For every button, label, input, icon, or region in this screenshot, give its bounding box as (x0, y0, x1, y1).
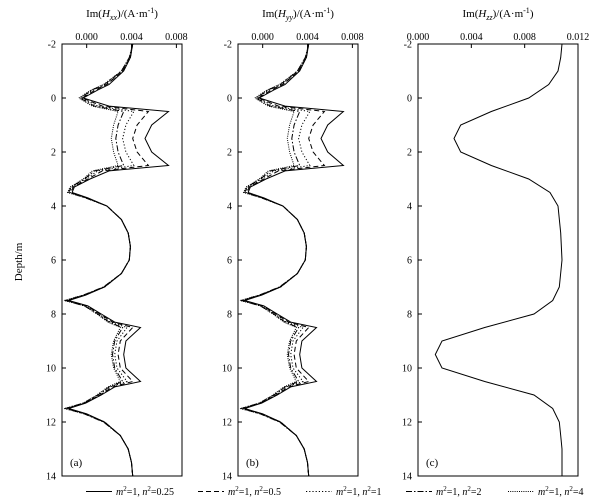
panel-label: (c) (426, 457, 439, 469)
y-tick-label: 12 (222, 418, 232, 429)
y-tick-label: 10 (402, 364, 412, 375)
y-tick-label: 2 (407, 148, 412, 159)
x-tick-label: 0.012 (567, 32, 590, 43)
panel-title: Im(Hxx)/(A·m-1) (86, 6, 158, 22)
panel-title: Im(Hzz)/(A·m-1) (463, 6, 534, 22)
plot-frame (237, 43, 359, 477)
y-tick-label: 14 (402, 472, 412, 483)
y-tick-label: 4 (51, 202, 56, 213)
y-tick-label: 12 (402, 418, 412, 429)
x-tick-label: 0.004 (460, 32, 483, 43)
y-tick-label: 10 (222, 364, 232, 375)
legend-label: m2=1, n2=1 (336, 485, 382, 498)
legend: m2=1, n2=0.25 m2=1, n2=0.5 m2=1, n2=1 m2=1,… (86, 485, 584, 498)
y-tick-label: -2 (224, 40, 232, 51)
panel-label: (a) (70, 457, 83, 469)
panel-title: Im(Hyy)/(A·m-1) (262, 6, 334, 22)
y-tick-label: 10 (46, 364, 56, 375)
legend-item: m2=1, n2=2 (406, 485, 482, 498)
y-tick-label: 8 (407, 310, 412, 321)
plot-frame (61, 43, 183, 477)
y-tick-label: 0 (407, 94, 412, 105)
series-line (239, 43, 310, 477)
series-line (242, 43, 345, 477)
y-tick-label: 0 (227, 94, 232, 105)
panel-label: (b) (246, 457, 259, 469)
x-tick-label: 0.000 (75, 32, 98, 43)
panels: Im(Hxx)/(A·m-1) 0.000 0.004 0.008 -2 0 2 4 6 8 10 1… (46, 6, 589, 483)
series-line (63, 43, 134, 477)
y-tick-label: 12 (46, 418, 56, 429)
x-tick-label: 0.000 (251, 32, 274, 43)
y-tick-label: 6 (227, 256, 232, 267)
legend-label: m2=1, n2=4 (538, 485, 584, 498)
legend-item: m2=1, n2=4 (508, 485, 584, 498)
x-tick-label: 0.008 (513, 32, 536, 43)
legend-label: m2=1, n2=0.25 (116, 485, 174, 498)
y-tick-label: 2 (227, 148, 232, 159)
legend-label: m2=1, n2=0.5 (228, 485, 281, 498)
panel-2: Im(Hyy)/(A·m-1) 0.000 0.004 0.008 -2 0 2 4 6 8 10 1… (222, 6, 364, 483)
x-tick-label: 0.008 (341, 32, 364, 43)
y-tick-label: 0 (51, 94, 56, 105)
y-tick-label: 4 (227, 202, 232, 213)
x-tick-label: 0.004 (296, 32, 319, 43)
x-tick-label: 0.008 (165, 32, 188, 43)
legend-item: m2=1, n2=0.25 (86, 485, 174, 498)
legend-item: m2=1, n2=0.5 (198, 485, 281, 498)
y-tick-label: 8 (51, 310, 56, 321)
y-tick-label: 8 (227, 310, 232, 321)
y-tick-label: 14 (46, 472, 56, 483)
x-tick-label: 0.004 (120, 32, 143, 43)
y-tick-label: -2 (48, 40, 56, 51)
y-tick-label: 6 (407, 256, 412, 267)
y-tick-label: 2 (51, 148, 56, 159)
panel-3: Im(Hzz)/(A·m-1) 0.000 0.004 0.008 0.012 -2 0 2 4… (402, 6, 589, 483)
panel-1: Im(Hxx)/(A·m-1) 0.000 0.004 0.008 -2 0 2 4 6 8 10 1… (46, 6, 188, 483)
y-axis-label: Depth/m (13, 242, 25, 281)
legend-item: m2=1, n2=1 (306, 485, 382, 498)
x-tick-label: 0.000 (407, 32, 430, 43)
legend-label: m2=1, n2=2 (436, 485, 482, 498)
y-tick-label: 14 (222, 472, 232, 483)
y-tick-label: -2 (404, 40, 412, 51)
y-tick-label: 4 (407, 202, 412, 213)
y-tick-label: 6 (51, 256, 56, 267)
series-line (434, 43, 563, 476)
